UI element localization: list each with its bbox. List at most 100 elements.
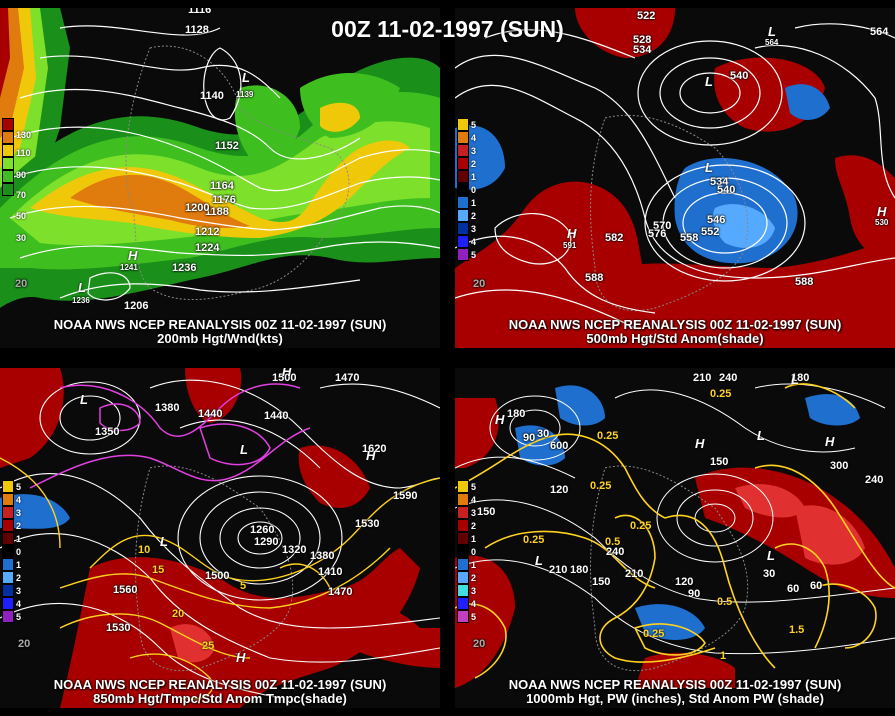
contour-label: 1530 [355, 518, 380, 530]
contour-label: 1500 [205, 570, 230, 582]
legend-tick: 4 [16, 599, 22, 609]
temperature-label: 25 [202, 640, 215, 652]
legend-tick: 3 [471, 146, 477, 156]
pw-label: 0.25 [710, 388, 732, 400]
legend-tick: 2 [16, 521, 22, 531]
contour-label: 564 [870, 26, 889, 38]
contour-label: 1530 [106, 622, 131, 634]
map-200mb [0, 8, 440, 348]
temperature-label: 10 [138, 544, 151, 556]
latitude-label: 20 [18, 638, 31, 650]
contour-label: 1290 [254, 536, 279, 548]
legend-tick: 2 [471, 211, 477, 221]
pw-label: 1.5 [789, 624, 805, 636]
legend-tick: 0 [16, 547, 22, 557]
contour-label: 1470 [328, 586, 353, 598]
high-marker: H [495, 412, 505, 427]
legend-tick: 0 [471, 185, 477, 195]
legend-tick: 5 [471, 482, 477, 492]
contour-label: 180 [507, 408, 526, 420]
pw-label: 0.5 [717, 596, 733, 608]
low-marker: L [160, 534, 168, 549]
map-850mb [0, 368, 440, 708]
low-marker: L [705, 160, 713, 175]
legend-tick: 4 [471, 599, 477, 609]
contour-label: 1620 [362, 443, 387, 455]
panel-caption-field: 200mb Hgt/Wnd(kts) [157, 331, 283, 346]
legend-tick: 2 [16, 573, 22, 583]
legend-tick: 1 [471, 560, 477, 570]
legend-tick: 5 [471, 250, 477, 260]
contour-label: 150 [592, 576, 611, 588]
high-marker: H [877, 204, 887, 219]
low-marker: L [240, 442, 248, 457]
temperature-label: 15 [152, 564, 165, 576]
contour-label: 530 [875, 218, 889, 227]
contour-label: 240 [719, 372, 738, 384]
legend-tick: 3 [16, 508, 22, 518]
pw-label: 0.25 [643, 628, 665, 640]
legend-tick: 3 [471, 224, 477, 234]
temperature-label: 5 [240, 580, 247, 592]
legend-tick: 70 [16, 190, 27, 200]
contour-label: 240 [606, 546, 625, 558]
legend-tick: 4 [471, 237, 477, 247]
contour-label: 600 [550, 440, 569, 452]
panel-200mb: 130 110 90 70 50 30 1116 1128 1140 1152 … [0, 8, 440, 348]
contour-label: 1350 [95, 426, 120, 438]
legend-1000mb: 5 4 3 2 1 0 1 2 3 4 5 [457, 480, 476, 623]
panel-caption-field: 850mb Hgt/Tmpc/Std Anom Tmpc(shade) [93, 691, 347, 706]
legend-tick: 4 [471, 495, 477, 505]
contour-label: 576 [648, 228, 667, 240]
contour-label: 150 [710, 456, 729, 468]
high-marker: H [825, 434, 835, 449]
high-marker: H [128, 248, 138, 263]
legend-tick: 1 [471, 172, 477, 182]
contour-label: 1128 [185, 24, 209, 36]
contour-label: 1224 [195, 242, 220, 254]
legend-tick: 1 [471, 198, 477, 208]
low-marker: L [767, 548, 775, 563]
contour-label: 60 [810, 580, 823, 592]
contour-label: 588 [585, 272, 604, 284]
contour-label: 1320 [282, 544, 307, 556]
high-marker: H [695, 436, 705, 451]
high-marker: H [366, 448, 376, 463]
contour-label: 1140 [200, 90, 224, 102]
legend-tick: 5 [16, 612, 22, 622]
pw-label: 1 [720, 650, 727, 662]
high-marker: H [282, 368, 292, 379]
contour-label: 150 [477, 506, 496, 518]
contour-label: 1164 [210, 180, 234, 192]
legend-200mb: 130 110 90 70 50 30 [2, 118, 31, 243]
legend-tick: 130 [16, 130, 32, 140]
contour-label: 582 [605, 232, 624, 244]
legend-tick: 2 [471, 159, 477, 169]
legend-tick: 5 [16, 482, 22, 492]
panel-caption-field: 500mb Hgt/Std Anom(shade) [586, 331, 764, 346]
contour-label: 1236 [172, 262, 197, 274]
latitude-label: 20 [15, 278, 28, 290]
legend-500mb: 5 4 3 2 1 0 1 2 3 4 5 [457, 118, 476, 261]
legend-tick: 2 [471, 521, 477, 531]
contour-label: 1440 [264, 410, 289, 422]
contour-label: 1560 [113, 584, 138, 596]
pw-label: 0.25 [590, 480, 612, 492]
contour-label: 120 [550, 484, 569, 496]
contour-label: 1500 [272, 372, 297, 384]
legend-tick: 0 [471, 547, 477, 557]
contour-label: 570 [653, 220, 672, 232]
contour-label: 300 [830, 460, 849, 472]
contour-label: 180 [570, 564, 589, 576]
low-marker: L [757, 428, 765, 443]
low-marker: L [78, 280, 86, 295]
contour-label: 528 [633, 34, 652, 46]
contour-label: 1212 [195, 226, 220, 238]
legend-850mb: 5 4 3 2 1 0 1 2 3 4 5 [2, 480, 21, 623]
contour-label: 534 [633, 44, 652, 56]
low-marker: L [242, 70, 250, 85]
latitude-label: 20 [473, 278, 486, 290]
panel-caption-source: NOAA NWS NCEP REANALYSIS 00Z 11-02-1997 … [508, 677, 842, 692]
latitude-label: 20 [473, 638, 486, 650]
